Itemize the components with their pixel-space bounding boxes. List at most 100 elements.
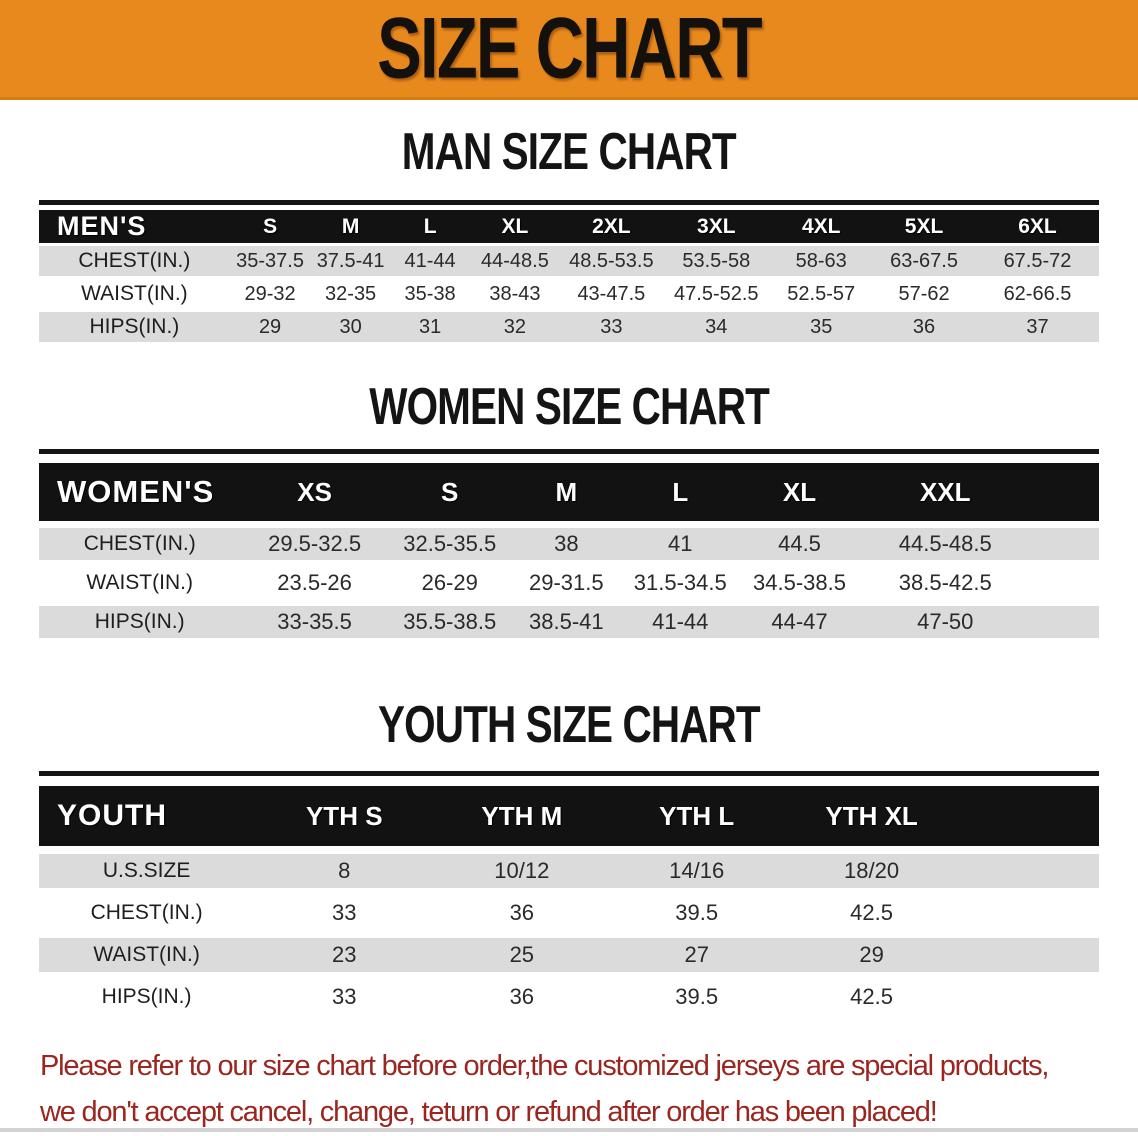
banner: SIZE CHART [0,0,1138,100]
spacer-cell [959,980,1099,1014]
size-value: 42.5 [784,896,960,930]
men-heading-text: MAN SIZE CHART [401,121,737,181]
column-header: XL [469,210,561,243]
size-value: 26-29 [388,567,511,599]
size-value: 63-67.5 [872,246,976,276]
size-value: 32-35 [310,279,391,309]
size-value: 35 [770,312,873,342]
size-value: 37 [975,312,1099,342]
size-value: 34 [662,312,771,342]
footer-line-1: Please refer to our size chart before or… [40,1050,1049,1082]
size-value: 10/12 [434,854,610,888]
size-value: 29.5-32.5 [240,528,389,560]
table-row: HIPS(IN.) 33 36 39.5 42.5 [39,980,1099,1014]
size-value: 47-50 [860,606,1031,638]
table-header-row: WOMEN'S XS S M L XL XXL [39,463,1099,521]
table-title-cell: WOMEN'S [39,463,241,521]
size-value: 48.5-53.5 [560,246,663,276]
banner-title: SIZE CHART [377,0,762,97]
youth-table-topline [39,771,1099,776]
size-value: 42.5 [784,980,960,1014]
row-label: HIPS(IN.) [39,312,230,342]
size-value: 29-31.5 [510,567,622,599]
column-header: YTH M [434,786,610,846]
size-value: 41-44 [390,246,470,276]
row-label: HIPS(IN.) [39,606,241,638]
size-value: 38.5-41 [510,606,622,638]
size-value: 67.5-72 [975,246,1099,276]
bottom-edge-strip [0,1128,1138,1132]
table-row: HIPS(IN.) 33-35.5 35.5-38.5 38.5-41 41-44 44-… [39,606,1099,638]
size-value: 25 [434,938,610,972]
size-value: 38.5-42.5 [860,567,1031,599]
size-value: 39.5 [609,980,785,1014]
size-value: 33 [254,896,435,930]
column-header: L [390,210,470,243]
size-value: 14/16 [609,854,785,888]
spacer-cell [959,938,1099,972]
column-header: S [388,463,511,521]
spacer-cell [959,786,1099,846]
footer-line-2: we don't accept cancel, change, teturn o… [40,1095,938,1128]
men-size-table: MEN'S S M L XL 2XL 3XL 4XL 5XL 6XL CHEST(IN.) 35-37… [39,207,1099,345]
men-table-topline [39,200,1099,205]
size-value: 27 [609,938,785,972]
youth-size-table-wrap: YOUTH YTH S YTH M YTH L YTH XL U.S.SIZE 8 10/12… [39,771,1099,1022]
row-label: CHEST(IN.) [39,528,241,560]
women-size-table: WOMEN'S XS S M L XL XXL CHEST(IN.) 29.5-32.5 32.5… [39,456,1099,645]
row-label: WAIST(IN.) [39,938,255,972]
column-header: 6XL [975,210,1099,243]
column-header: YTH S [254,786,435,846]
size-value: 29 [229,312,311,342]
size-value: 32.5-35.5 [388,528,511,560]
table-row: WAIST(IN.) 23 25 27 29 [39,938,1099,972]
footer-note: Please refer to our size chart before or… [40,1044,1118,1136]
size-value: 23 [254,938,435,972]
women-section-heading: WOMEN SIZE CHART [0,376,1138,436]
table-row: U.S.SIZE 8 10/12 14/16 18/20 [39,854,1099,888]
size-value: 29-32 [229,279,311,309]
spacer-cell [959,854,1099,888]
table-row: WAIST(IN.) 29-32 32-35 35-38 38-43 43-47.5 47.… [39,279,1099,309]
size-value: 35-37.5 [229,246,311,276]
size-value: 33 [560,312,663,342]
youth-section-heading: YOUTH SIZE CHART [0,695,1138,753]
column-header: XS [240,463,389,521]
column-header: 3XL [662,210,771,243]
size-value: 44-47 [738,606,861,638]
size-value: 8 [254,854,435,888]
size-value: 44.5 [738,528,861,560]
column-header: XXL [860,463,1031,521]
column-header: L [621,463,739,521]
size-value: 39.5 [609,896,785,930]
size-value: 34.5-38.5 [738,567,861,599]
table-row: HIPS(IN.) 29 30 31 32 33 34 35 36 37 [39,312,1099,342]
size-value: 35.5-38.5 [388,606,511,638]
size-value: 44-48.5 [469,246,561,276]
size-value: 44.5-48.5 [860,528,1031,560]
row-label: CHEST(IN.) [39,896,255,930]
table-row: CHEST(IN.) 29.5-32.5 32.5-35.5 38 41 44.5 44.5… [39,528,1099,560]
column-header: S [229,210,311,243]
women-size-table-wrap: WOMEN'S XS S M L XL XXL CHEST(IN.) 29.5-32.5 32.5… [39,449,1099,645]
size-value: 29 [784,938,960,972]
column-header: M [510,463,622,521]
size-value: 33-35.5 [240,606,389,638]
size-value: 37.5-41 [310,246,391,276]
size-value: 18/20 [784,854,960,888]
row-label: HIPS(IN.) [39,980,255,1014]
column-header: YTH XL [784,786,960,846]
size-value: 43-47.5 [560,279,663,309]
size-value: 31.5-34.5 [621,567,739,599]
size-value: 38-43 [469,279,561,309]
size-value: 36 [434,896,610,930]
size-value: 31 [390,312,470,342]
table-header-row: YOUTH YTH S YTH M YTH L YTH XL [39,786,1099,846]
table-title-cell: MEN'S [39,210,230,243]
size-value: 53.5-58 [662,246,771,276]
row-label: CHEST(IN.) [39,246,230,276]
spacer-cell [1030,528,1099,560]
column-header: 5XL [872,210,976,243]
women-heading-text: WOMEN SIZE CHART [369,376,770,436]
spacer-cell [1030,606,1099,638]
